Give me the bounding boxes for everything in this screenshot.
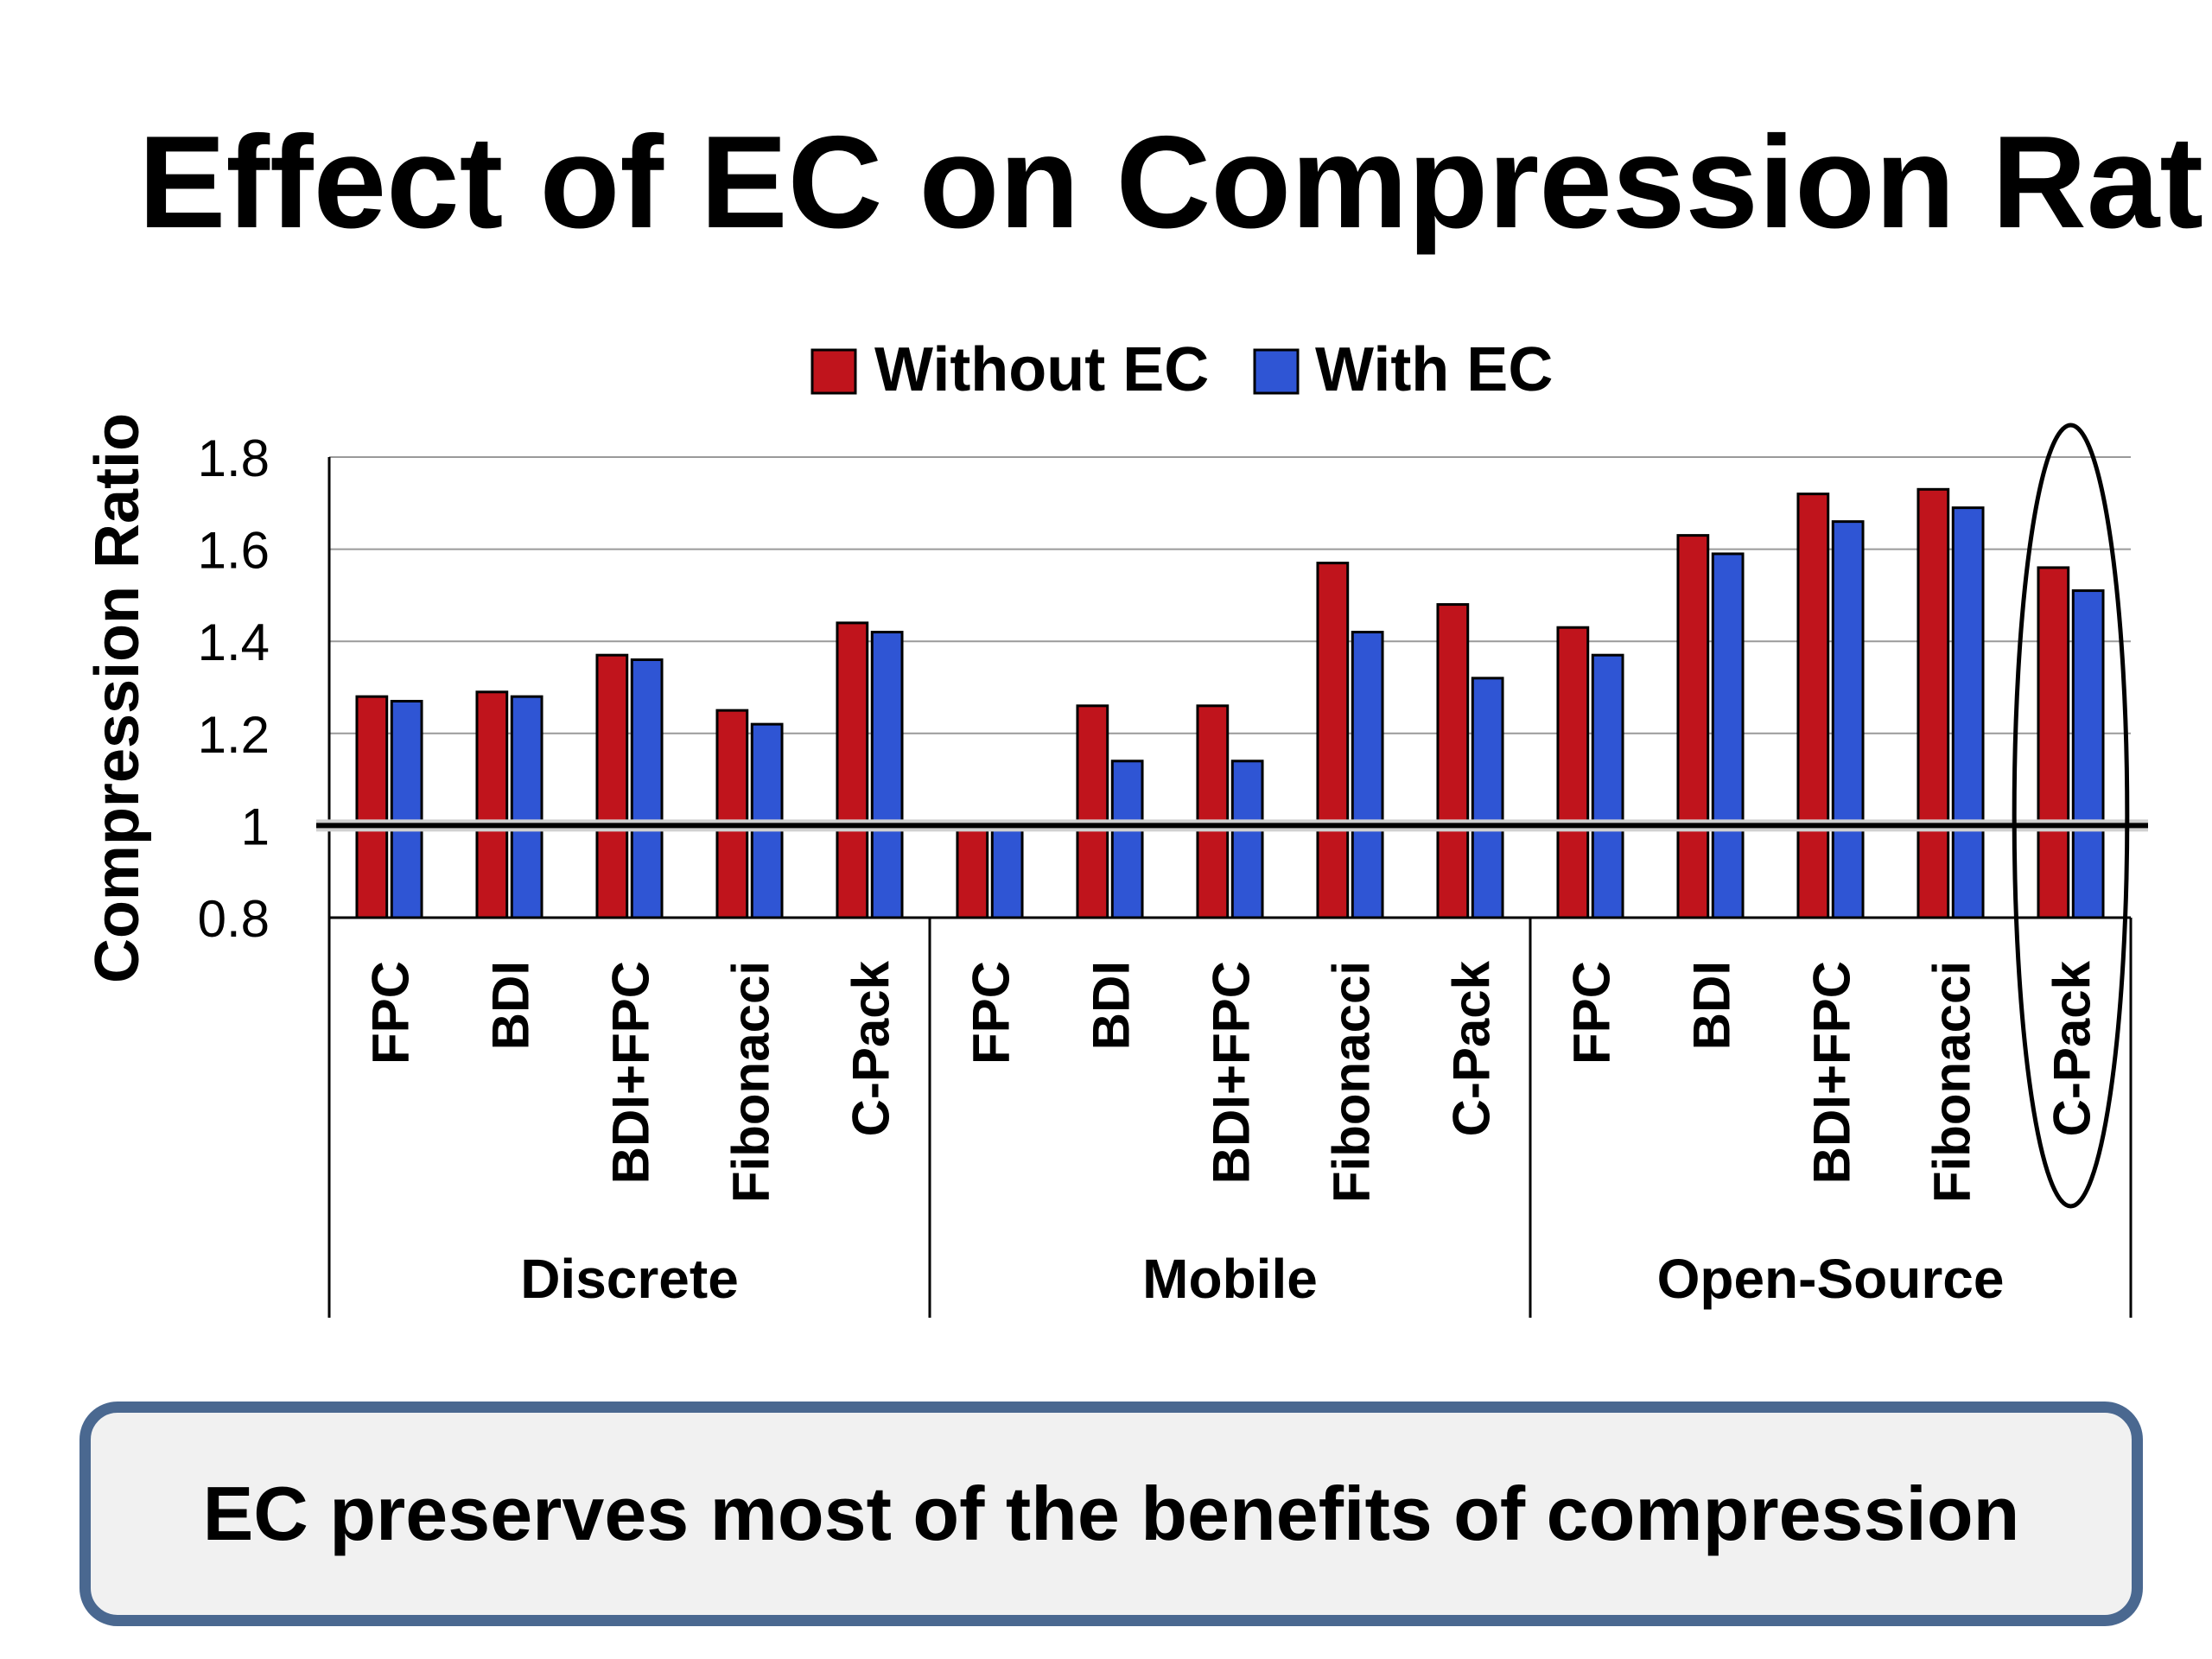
x-category-label: FPC [362, 961, 420, 1065]
y-axis-label: Compression Ratio [83, 413, 152, 983]
bar-without-ec [2037, 566, 2070, 919]
bar-with-ec [1831, 520, 1865, 919]
y-tick-label: 1.4 [198, 613, 270, 671]
y-tick-label: 1.2 [198, 706, 270, 764]
chart-legend: Without EC With EC [810, 335, 1553, 404]
y-tick-label: 1.6 [198, 522, 270, 580]
bar-with-ec [1711, 552, 1745, 919]
bar-with-ec [510, 695, 543, 919]
x-group-label: Mobile [1142, 1248, 1318, 1310]
bar-without-ec [1676, 534, 1710, 919]
bar-without-ec [1436, 603, 1470, 919]
highlight-ellipse [2012, 423, 2130, 1209]
bar-with-ec [630, 658, 664, 919]
x-group-label: Open-Source [1657, 1248, 2005, 1310]
x-category-label: Fibonacci [722, 961, 780, 1203]
bar-without-ec [1196, 704, 1230, 919]
compression-ratio-chart: Without EC With EC Compression Ratio 0.8… [83, 335, 2148, 1318]
legend-label-without-ec: Without EC [874, 335, 1209, 404]
x-category-label: FPC [963, 961, 1020, 1065]
y-tick-label: 0.8 [198, 890, 270, 948]
bar-without-ec [355, 695, 389, 919]
x-category-label: FPC [1563, 961, 1621, 1065]
axes [316, 457, 2148, 1318]
x-category-label: BDI+FPC [1803, 961, 1861, 1184]
bar-with-ec [1951, 506, 1985, 919]
bar-without-ec [956, 819, 989, 919]
x-category-label: Fibonacci [1923, 961, 1981, 1203]
bar-with-ec [990, 819, 1024, 919]
y-tick-label: 1 [241, 798, 270, 855]
bar-with-ec [1591, 653, 1624, 919]
callout-text: EC preserves most of the benefits of com… [202, 1471, 2020, 1556]
x-category-label: BDI+FPC [602, 961, 660, 1184]
legend-label-with-ec: With EC [1315, 335, 1553, 404]
bar-without-ec [595, 653, 629, 919]
callout-box: EC preserves most of the benefits of com… [79, 1402, 2143, 1626]
bar-with-ec [870, 631, 904, 919]
x-category-label: BDI [482, 961, 540, 1050]
x-group-label: Discrete [520, 1248, 739, 1310]
bar-with-ec [1471, 677, 1504, 919]
y-axis-ticks: 0.8 1 1.2 1.4 1.6 1.8 [198, 429, 270, 948]
bar-without-ec [1076, 704, 1109, 919]
x-category-label: C-Pack [842, 960, 900, 1136]
bar-with-ec [1230, 760, 1264, 919]
x-category-label: Fibonacci [1323, 961, 1381, 1203]
bar-without-ec [1556, 626, 1590, 919]
y-tick-label: 1.8 [198, 429, 270, 487]
bar-without-ec [475, 690, 509, 919]
x-category-label: BDI [1683, 961, 1741, 1050]
x-axis-labels: FPC BDI BDI+FPC Fibonacci C-Pack Discrete FPC B… [362, 960, 2101, 1310]
x-category-label: C-Pack [1443, 960, 1501, 1136]
bar-without-ec [1916, 487, 1950, 919]
bar-without-ec [836, 621, 869, 919]
bar-with-ec [1351, 631, 1384, 919]
x-category-label: BDI+FPC [1203, 961, 1261, 1184]
bar-with-ec [2071, 589, 2105, 919]
bar-without-ec [715, 709, 749, 919]
bar-with-ec [390, 699, 423, 919]
slide-title: Effect of EC on Compression Ratio [138, 109, 2212, 256]
bar-without-ec [1796, 493, 1830, 919]
bar-without-ec [1316, 562, 1350, 919]
x-category-label: BDI [1083, 961, 1141, 1050]
legend-swatch-with-ec [1253, 348, 1300, 395]
bar-with-ec [1110, 760, 1144, 919]
legend-swatch-without-ec [810, 348, 857, 395]
bars [355, 487, 2105, 919]
x-category-label: C-Pack [2044, 960, 2101, 1136]
